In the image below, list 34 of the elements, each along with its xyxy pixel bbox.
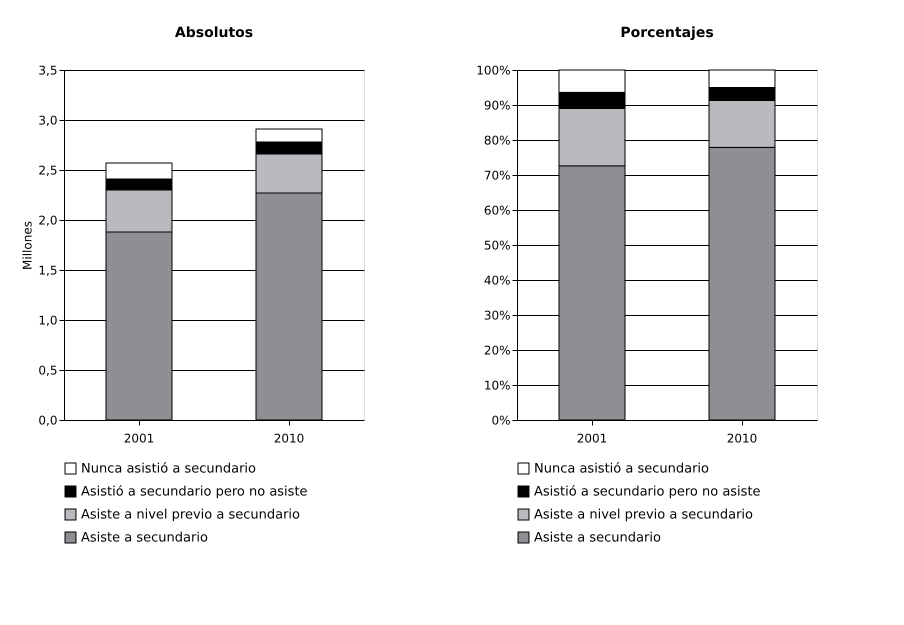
y-tick-label: 50% <box>484 238 510 252</box>
y-tick-label: 0,0 <box>38 414 58 428</box>
y-tick-label: 10% <box>484 378 510 392</box>
y-tick-label: 0% <box>491 414 510 428</box>
x-tick-label: 2001 <box>576 432 608 446</box>
x-tick-label: 2010 <box>274 432 304 446</box>
y-tick-label: 1,5 <box>38 264 58 278</box>
chart-title: Absolutos <box>174 25 254 41</box>
y-tick-label: 30% <box>484 308 510 322</box>
legend-label: Asiste a secundario <box>534 530 661 546</box>
y-tick-label: 1,0 <box>38 314 58 328</box>
legend-label: Asistió a secundario pero no asiste <box>81 484 308 500</box>
y-tick-label: 2,0 <box>38 214 58 228</box>
legend-label: Asiste a nivel previo a secundario <box>81 508 300 522</box>
legend-label: Nunca asistió a secundario <box>81 462 256 476</box>
x-tick-label: 2001 <box>124 432 154 446</box>
y-tick-label: 2,5 <box>38 164 58 178</box>
legend-label: Asiste a secundario <box>81 530 208 546</box>
chart-title: Porcentajes <box>620 25 714 41</box>
y-tick-label: 0,5 <box>38 364 58 378</box>
y-tick-label: 90% <box>484 98 510 112</box>
y-tick-label: 3,5 <box>38 64 58 78</box>
y-tick-label: 80% <box>484 134 510 148</box>
legend-label: Nunca asistió a secundario <box>534 462 710 476</box>
y-tick-label: 70% <box>484 168 510 182</box>
y-tick-label: 40% <box>484 274 510 288</box>
legend-label: Asistió a secundario pero no asiste <box>534 484 761 500</box>
y-tick-label: 20% <box>484 344 510 358</box>
legend-label: Asiste a nivel previo a secundario <box>534 508 754 522</box>
y-tick-label: 3,0 <box>38 114 58 128</box>
y-tick-label: 60% <box>484 204 510 218</box>
y-tick-label: 100% <box>476 64 510 78</box>
y-axis-title: Millones <box>20 221 34 270</box>
x-tick-label: 2010 <box>726 432 758 446</box>
